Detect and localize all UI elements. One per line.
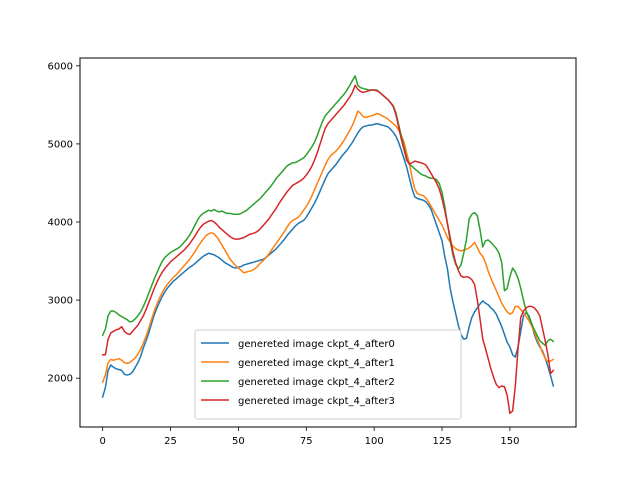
legend-label-2: genereted image ckpt_4_after2 — [238, 377, 395, 388]
series-layer — [101, 75, 555, 415]
series-line-3 — [101, 84, 555, 415]
x-tick-label: 50 — [232, 436, 245, 447]
legend-label-3: genereted image ckpt_4_after3 — [238, 396, 395, 407]
y-tick-label: 2000 — [48, 374, 73, 385]
x-tick-label: 150 — [500, 436, 519, 447]
legend: genereted image ckpt_4_after0 genereted i… — [194, 329, 462, 420]
x-tick-label: 25 — [164, 436, 177, 447]
series-line-2 — [101, 75, 555, 347]
x-tick-label: 100 — [365, 436, 384, 447]
series-line-1 — [101, 110, 555, 384]
legend-label-0: genereted image ckpt_4_after0 — [238, 339, 395, 350]
y-tick-label: 5000 — [48, 139, 73, 150]
plot-frame — [79, 57, 577, 428]
legend-label-1: genereted image ckpt_4_after1 — [238, 358, 395, 369]
x-axis: 0 25 50 75 100 125 150 — [99, 427, 519, 447]
x-tick-label: 0 — [99, 436, 105, 447]
x-tick-label: 75 — [300, 436, 313, 447]
y-tick-label: 6000 — [48, 61, 73, 72]
y-tick-label: 4000 — [48, 218, 73, 229]
legend-box — [194, 329, 462, 420]
y-axis: 2000 3000 4000 5000 6000 — [48, 61, 80, 385]
y-tick-label: 3000 — [48, 296, 73, 307]
x-tick-label: 125 — [432, 436, 451, 447]
